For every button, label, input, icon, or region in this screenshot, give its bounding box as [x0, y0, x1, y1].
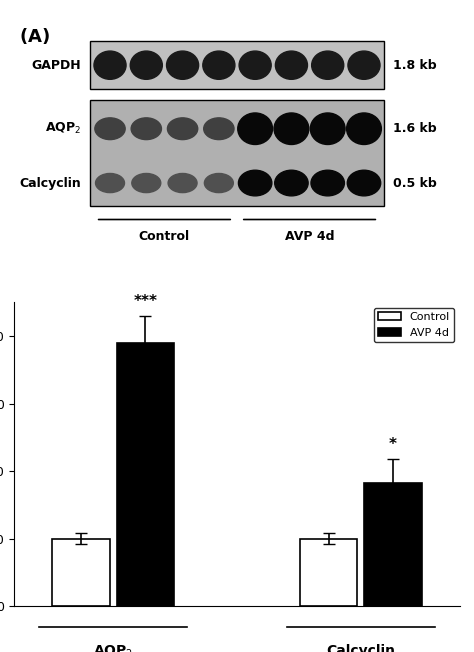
Ellipse shape — [238, 170, 272, 196]
Text: Calcyclin: Calcyclin — [19, 177, 81, 190]
Text: AQP$_2$: AQP$_2$ — [93, 644, 133, 652]
Text: AVP 4d: AVP 4d — [285, 230, 334, 243]
Ellipse shape — [274, 113, 309, 145]
Ellipse shape — [167, 118, 198, 140]
Ellipse shape — [238, 113, 273, 145]
Bar — [300, 539, 357, 606]
Text: *: * — [389, 437, 397, 452]
Ellipse shape — [132, 173, 161, 192]
Ellipse shape — [346, 113, 382, 145]
Ellipse shape — [95, 118, 125, 140]
Ellipse shape — [203, 51, 235, 80]
Text: ***: *** — [133, 294, 157, 309]
Ellipse shape — [312, 51, 344, 80]
Text: 0.5 kb: 0.5 kb — [393, 177, 437, 190]
Bar — [90, 100, 384, 207]
Ellipse shape — [348, 51, 380, 80]
Bar — [90, 41, 384, 89]
Text: $\bf{(A)}$: $\bf{(A)}$ — [18, 26, 50, 46]
Ellipse shape — [311, 170, 345, 196]
Ellipse shape — [130, 51, 162, 80]
Text: GAPDH: GAPDH — [31, 59, 81, 72]
Bar — [364, 482, 422, 606]
Ellipse shape — [96, 173, 125, 192]
Ellipse shape — [204, 173, 233, 192]
Ellipse shape — [239, 51, 271, 80]
Ellipse shape — [347, 170, 381, 196]
Ellipse shape — [94, 51, 126, 80]
Ellipse shape — [204, 118, 234, 140]
Ellipse shape — [275, 170, 308, 196]
Ellipse shape — [166, 51, 199, 80]
Ellipse shape — [168, 173, 197, 192]
Bar — [52, 539, 110, 606]
Text: Control: Control — [139, 230, 190, 243]
Text: Calcyclin: Calcyclin — [326, 644, 395, 652]
Ellipse shape — [131, 118, 162, 140]
Ellipse shape — [275, 51, 308, 80]
Text: AQP$_2$: AQP$_2$ — [45, 121, 81, 136]
Text: 1.6 kb: 1.6 kb — [393, 122, 437, 135]
Ellipse shape — [310, 113, 345, 145]
Bar — [117, 343, 174, 606]
Legend: Control, AVP 4d: Control, AVP 4d — [374, 308, 454, 342]
Text: 1.8 kb: 1.8 kb — [393, 59, 437, 72]
